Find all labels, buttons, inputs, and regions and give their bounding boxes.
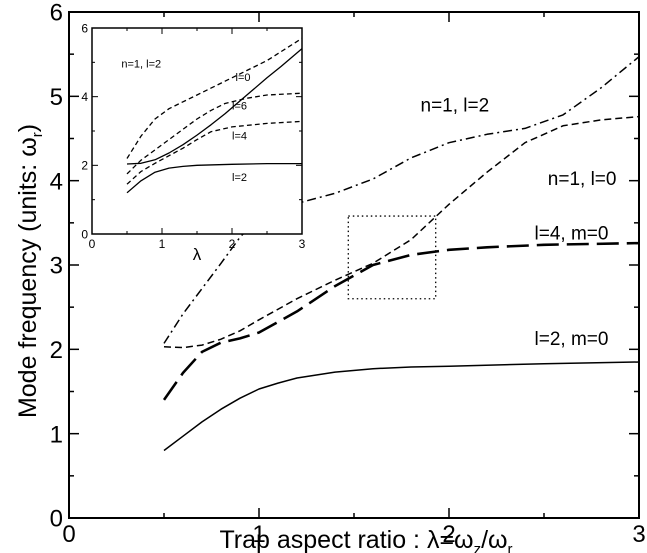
curve-annotation: l=2, m=0 xyxy=(535,329,609,350)
main-axis-ticks: 0 1 2 3 0 1 2 3 4 5 6 xyxy=(50,0,646,548)
x-tick-label: 3 xyxy=(632,521,645,548)
inset-annotations: n=1, l=2 l=0 l=6 l=4 l=2 xyxy=(121,58,250,183)
x-tick-label: 1 xyxy=(159,237,166,251)
y-tick-label: 5 xyxy=(50,84,63,111)
y-tick-label: 0 xyxy=(50,506,63,533)
y-axis-label-sub: r xyxy=(29,132,46,137)
x-tick-label: 3 xyxy=(299,237,306,251)
series-line-l-0 xyxy=(126,48,303,165)
series-line-l-4-m-0 xyxy=(162,241,640,401)
x-axis-label-mid: /ω xyxy=(481,526,507,553)
series-line-n-1-l-2 xyxy=(163,56,640,344)
main-annotations: n=1, l=2 n=1, l=0 l=4, m=0 l=2, m=0 xyxy=(421,96,617,351)
curve-annotation: l=0 xyxy=(236,72,251,84)
y-axis-label-suffix: ) xyxy=(14,124,42,132)
series-line-n-1-l-2 xyxy=(126,37,303,159)
x-tick-label: 2 xyxy=(442,521,455,548)
series-line-l-4 xyxy=(126,120,303,185)
inset-plot-frame xyxy=(91,27,303,235)
curve-annotation: l=6 xyxy=(232,101,247,113)
y-tick-label: 2 xyxy=(50,337,63,364)
series-line-l-6 xyxy=(126,92,303,175)
curve-annotation: l=2 xyxy=(232,172,247,184)
x-axis-label-sub1: z xyxy=(474,541,482,553)
main-plot: 0 1 2 3 0 1 2 3 4 5 6 n=1, l=2 n=1, l=0 l=4, m=0 l=2,… xyxy=(14,0,646,553)
x-axis-label-prefix: Trap aspect ratio : λ=ω xyxy=(219,526,473,553)
x-tick-label: 1 xyxy=(252,521,265,548)
series-line-n-1-l-0 xyxy=(163,115,640,349)
x-axis-label: Trap aspect ratio : λ=ωz/ωr xyxy=(219,526,512,553)
curve-annotation: n=1, l=2 xyxy=(421,96,490,117)
x-tick-label: 0 xyxy=(89,237,96,251)
curve-annotation: n=1, l=2 xyxy=(121,58,161,70)
y-tick-label: 0 xyxy=(81,227,88,241)
y-axis-label-prefix: Mode frequency (units: ω xyxy=(14,137,42,418)
inset-series-group xyxy=(126,37,303,194)
y-axis-label: Mode frequency (units: ωr) xyxy=(14,124,46,418)
y-tick-label: 6 xyxy=(81,21,88,35)
series-line-l-2 xyxy=(126,162,302,194)
y-tick-label: 3 xyxy=(50,253,63,280)
curve-annotation: l=4, m=0 xyxy=(535,224,609,245)
inset-background xyxy=(92,28,302,234)
x-tick-label: 2 xyxy=(229,237,236,251)
x-axis-label-sub2: r xyxy=(508,541,513,553)
main-series-group xyxy=(162,56,640,452)
series-line-l-2-m-0 xyxy=(163,361,640,452)
inset-x-axis-label: λ xyxy=(193,245,202,264)
y-tick-label: 6 xyxy=(50,0,63,27)
curve-annotation: n=1, l=0 xyxy=(548,169,617,190)
y-tick-label: 2 xyxy=(81,159,88,173)
y-tick-label: 1 xyxy=(50,421,63,448)
x-tick-label: 0 xyxy=(62,521,75,548)
inset-plot: 0 1 2 3 0 2 4 6 n=1, l=2 l=0 l=6 l=4 l=2 λ xyxy=(81,21,305,264)
y-tick-label: 4 xyxy=(50,168,63,195)
y-tick-label: 4 xyxy=(81,90,88,104)
curve-annotation: l=4 xyxy=(232,131,247,143)
